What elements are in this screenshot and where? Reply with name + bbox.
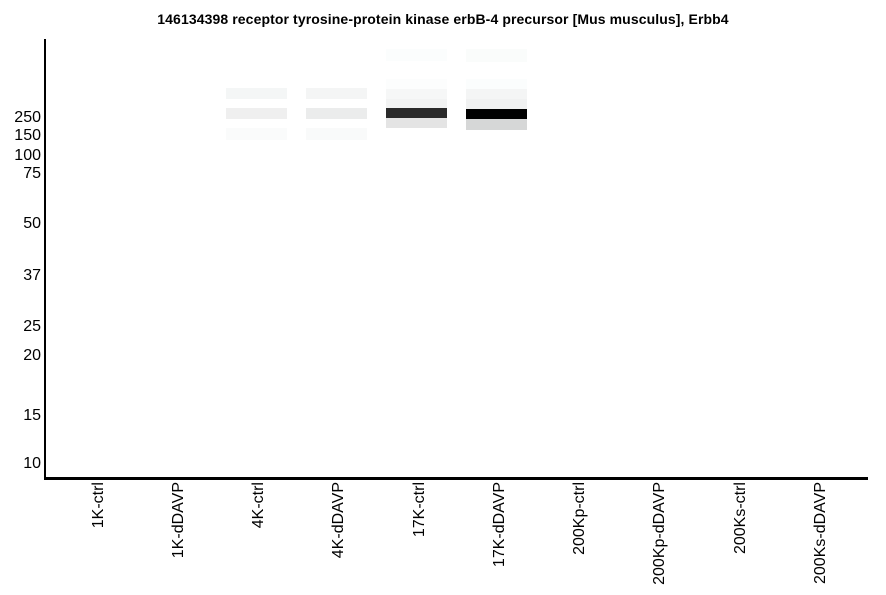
lane-label-200Ks-ctrl: 200Ks-ctrl bbox=[732, 482, 749, 555]
band-17K-ctrl-270 bbox=[386, 108, 447, 118]
band-17K-dDAVP-350 bbox=[466, 89, 527, 99]
band-4K-ctrl-350 bbox=[226, 88, 287, 99]
mw-tick-15: 15 bbox=[23, 407, 41, 424]
mw-tick-250: 250 bbox=[14, 109, 41, 126]
figure-title: 146134398 receptor tyrosine-protein kina… bbox=[157, 11, 729, 27]
lane-label-4K-dDAVP: 4K-dDAVP bbox=[330, 482, 347, 559]
y-axis-line bbox=[44, 39, 46, 480]
band-4K-ctrl-200 bbox=[226, 128, 287, 140]
mw-tick-50: 50 bbox=[23, 215, 41, 232]
band-17K-ctrl-300 bbox=[386, 99, 447, 108]
band-17K-dDAVP-240 bbox=[466, 119, 527, 130]
mw-tick-10: 10 bbox=[23, 455, 41, 472]
mw-tick-37: 37 bbox=[23, 267, 41, 284]
lane-label-4K-ctrl: 4K-ctrl bbox=[250, 482, 267, 529]
x-axis-line bbox=[44, 477, 868, 480]
lane-label-200Ks-dDAVP: 200Ks-dDAVP bbox=[812, 482, 829, 584]
mw-tick-75: 75 bbox=[23, 165, 41, 182]
lane-label-200Kp-ctrl: 200Kp-ctrl bbox=[571, 482, 588, 555]
band-17K-dDAVP-300 bbox=[466, 99, 527, 109]
band-4K-dDAVP-350 bbox=[306, 88, 367, 99]
band-17K-dDAVP-440 bbox=[466, 49, 527, 62]
band-17K-ctrl-390 bbox=[386, 79, 447, 89]
band-17K-ctrl-440 bbox=[386, 49, 447, 61]
mw-tick-100: 100 bbox=[14, 147, 41, 164]
band-4K-ctrl-270 bbox=[226, 108, 287, 119]
mw-tick-150: 150 bbox=[14, 127, 41, 144]
lane-label-1K-ctrl: 1K-ctrl bbox=[90, 482, 107, 529]
lane-label-1K-dDAVP: 1K-dDAVP bbox=[170, 482, 187, 559]
band-17K-ctrl-350 bbox=[386, 89, 447, 99]
mw-tick-25: 25 bbox=[23, 318, 41, 335]
band-4K-dDAVP-200 bbox=[306, 128, 367, 140]
mw-tick-20: 20 bbox=[23, 347, 41, 364]
lane-label-17K-ctrl: 17K-ctrl bbox=[411, 482, 428, 538]
lane-label-200Kp-dDAVP: 200Kp-dDAVP bbox=[651, 482, 668, 585]
band-17K-ctrl-240 bbox=[386, 118, 447, 128]
band-17K-dDAVP-390 bbox=[466, 79, 527, 89]
band-4K-dDAVP-270 bbox=[306, 108, 367, 119]
lane-label-17K-dDAVP: 17K-dDAVP bbox=[491, 482, 508, 568]
band-17K-dDAVP-270 bbox=[466, 109, 527, 119]
